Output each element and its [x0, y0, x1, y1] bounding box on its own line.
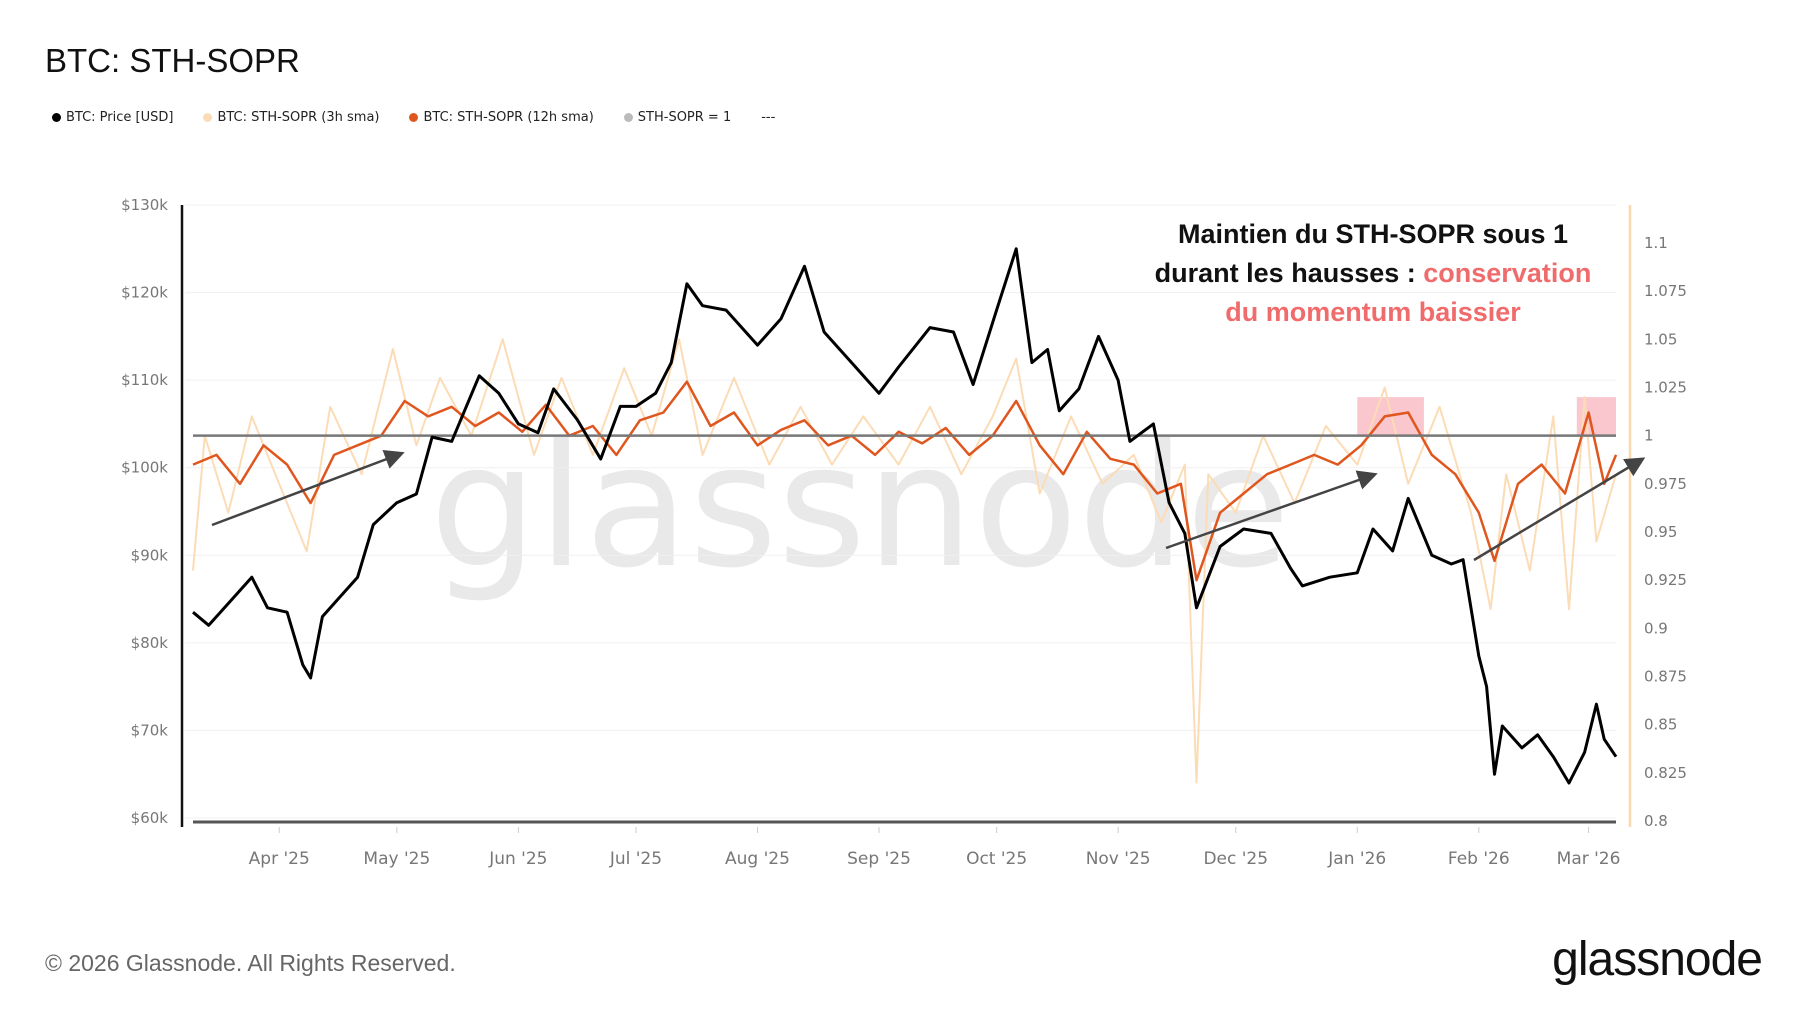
y-right-tick-label: 0.9 [1644, 619, 1668, 637]
y-left-tick-label: $70k [131, 721, 169, 739]
trend-arrow-icon [1165, 470, 1378, 550]
x-tick-label: Nov '25 [1086, 849, 1151, 869]
y-left-tick-label: $130k [121, 196, 168, 214]
y-right-tick-label: 1 [1644, 427, 1654, 445]
y-right-tick-label: 0.95 [1644, 523, 1677, 541]
y-right-tick-label: 0.85 [1644, 716, 1677, 734]
y-right-tick-label: 0.825 [1644, 764, 1687, 782]
annotation-highlight: conservation [1423, 258, 1592, 288]
y-left-tick-label: $100k [121, 459, 168, 477]
y-left-tick-label: $90k [131, 546, 169, 564]
y-right-tick-label: 0.8 [1644, 812, 1668, 830]
legend-dot-icon [623, 113, 633, 122]
y-right-tick-label: 0.875 [1644, 668, 1687, 686]
y-right-tick-label: 1.075 [1644, 282, 1687, 300]
x-tick-label: Sep '25 [847, 849, 911, 869]
legend-item-sopr-3h[interactable]: BTC: STH-SOPR (3h sma) [203, 110, 379, 125]
legend-dot-icon [52, 113, 61, 122]
annotation: Maintien du STH-SOPR sous 1 durant les h… [1123, 215, 1623, 332]
trend-arrow-icon [1473, 457, 1646, 562]
copyright: © 2026 Glassnode. All Rights Reserved. [45, 950, 456, 976]
annotation-highlight: du momentum baissier [1225, 297, 1521, 327]
legend-item-sopr-1[interactable]: STH-SOPR = 1 [623, 110, 732, 125]
x-tick-label: Jun '25 [488, 849, 547, 869]
x-tick-label: Dec '25 [1203, 849, 1268, 869]
x-tick-label: May '25 [363, 849, 430, 869]
annotation-line: Maintien du STH-SOPR sous 1 [1177, 219, 1569, 249]
legend-label: BTC: STH-SOPR (3h sma) [217, 110, 380, 125]
x-tick-label: Jul '25 [609, 849, 662, 869]
y-left-tick-label: $80k [131, 634, 169, 652]
glassnode-logo: glassnode [1552, 933, 1763, 986]
x-tick-label: Oct '25 [966, 849, 1027, 869]
trend-arrow-icon [211, 449, 405, 527]
x-tick-label: Jan '26 [1327, 849, 1386, 869]
legend-dot-icon [409, 113, 419, 122]
x-tick-label: Feb '26 [1448, 849, 1510, 869]
y-left-tick-label: $60k [131, 809, 169, 827]
series-line-price [192, 247, 1618, 785]
legend-item-sopr-12h[interactable]: BTC: STH-SOPR (12h sma) [409, 110, 594, 125]
y-right-tick-label: 1.1 [1644, 234, 1668, 252]
y-right-tick-label: 1.05 [1644, 330, 1677, 348]
annotation-line: durant les hausses : [1154, 258, 1424, 288]
x-tick-label: Apr '25 [249, 849, 310, 869]
legend-item-more[interactable]: --- [761, 110, 775, 125]
legend-label: STH-SOPR = 1 [637, 110, 732, 125]
x-tick-label: Mar '26 [1557, 849, 1621, 869]
legend-label: BTC: STH-SOPR (12h sma) [423, 110, 594, 125]
legend: BTC: Price [USD] BTC: STH-SOPR (3h sma) … [52, 110, 775, 125]
x-tick-label: Aug '25 [725, 849, 790, 869]
series-line-sopr-12h [192, 380, 1618, 582]
y-left-tick-label: $110k [121, 371, 168, 389]
y-right-tick-label: 1.025 [1644, 379, 1687, 397]
y-right-tick-label: 0.925 [1644, 571, 1687, 589]
legend-dot-icon [203, 113, 213, 122]
y-right-tick-label: 0.975 [1644, 475, 1687, 493]
y-left-tick-label: $120k [121, 284, 168, 302]
series-line-sopr-3h [192, 338, 1617, 784]
legend-label: --- [761, 110, 776, 125]
watermark: glassnode [430, 408, 1291, 606]
legend-item-price[interactable]: BTC: Price [USD] [52, 110, 173, 125]
legend-label: BTC: Price [USD] [66, 110, 174, 125]
chart-title: BTC: STH-SOPR [45, 42, 300, 79]
